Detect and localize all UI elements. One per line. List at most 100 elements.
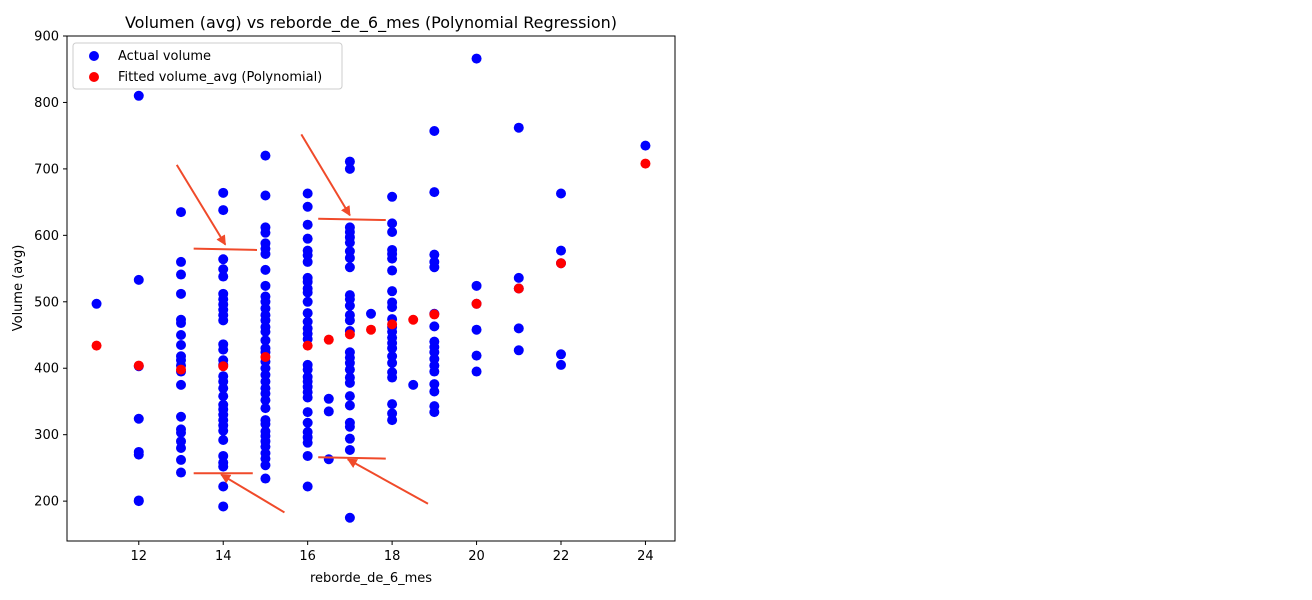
actual-point bbox=[344, 252, 355, 263]
actual-point bbox=[218, 254, 229, 265]
fitted-point bbox=[387, 319, 398, 330]
actual-point bbox=[387, 415, 398, 426]
actual-point bbox=[302, 417, 313, 428]
plot-frame bbox=[66, 35, 676, 542]
fitted-point bbox=[408, 314, 419, 325]
y-tick-label: 500 bbox=[34, 295, 59, 310]
fitted-point bbox=[429, 309, 440, 320]
actual-point bbox=[176, 467, 186, 478]
actual-point bbox=[556, 245, 566, 256]
fitted-point bbox=[133, 360, 144, 371]
actual-point bbox=[133, 449, 144, 460]
legend-label-actual: Actual volume bbox=[118, 49, 211, 64]
actual-point bbox=[387, 191, 398, 202]
actual-point bbox=[387, 265, 398, 276]
actual-point bbox=[323, 406, 334, 417]
actual-point bbox=[471, 366, 482, 377]
actual-point bbox=[218, 187, 229, 198]
annotation-arrow bbox=[175, 164, 227, 246]
actual-point bbox=[556, 349, 566, 360]
annotation-line bbox=[318, 456, 386, 460]
actual-point bbox=[513, 345, 524, 356]
actual-point bbox=[302, 450, 313, 461]
actual-point bbox=[260, 460, 271, 471]
actual-point bbox=[513, 323, 524, 334]
actual-point bbox=[176, 269, 186, 280]
actual-point bbox=[218, 425, 229, 436]
actual-point bbox=[429, 379, 440, 390]
chart-title: Volumen (avg) vs reborde_de_6_mes (Polyn… bbox=[125, 13, 617, 33]
actual-point bbox=[302, 308, 313, 319]
y-tick-label: 900 bbox=[34, 30, 59, 45]
actual-point bbox=[176, 427, 186, 438]
actual-point bbox=[471, 324, 482, 335]
legend: Actual volume Fitted volume_avg (Polynom… bbox=[72, 42, 343, 90]
y-tick-label: 400 bbox=[34, 362, 59, 377]
actual-point bbox=[387, 227, 398, 238]
actual-point bbox=[133, 413, 144, 424]
annotation-line bbox=[193, 247, 258, 251]
actual-point bbox=[260, 264, 271, 275]
actual-point bbox=[344, 377, 355, 388]
actual-point bbox=[176, 288, 186, 299]
actual-point bbox=[218, 271, 229, 282]
series-fitted-volume bbox=[91, 158, 651, 375]
annotation-arrow bbox=[220, 473, 285, 514]
legend-label-fitted: Fitted volume_avg (Polynomial) bbox=[118, 70, 322, 85]
y-tick-label: 200 bbox=[34, 495, 59, 510]
fitted-point bbox=[471, 298, 482, 309]
fitted-point bbox=[366, 324, 376, 335]
actual-point bbox=[260, 150, 271, 161]
actual-point bbox=[302, 392, 313, 403]
actual-point bbox=[471, 280, 482, 291]
actual-point bbox=[302, 256, 313, 267]
actual-point bbox=[260, 419, 271, 430]
legend-marker-fitted bbox=[89, 72, 99, 82]
annotation-line bbox=[318, 217, 386, 222]
actual-point bbox=[556, 359, 566, 370]
actual-point bbox=[218, 501, 229, 512]
actual-point bbox=[344, 421, 355, 432]
actual-point bbox=[260, 395, 271, 406]
actual-point bbox=[302, 481, 313, 492]
y-tick-label: 600 bbox=[34, 229, 59, 244]
fitted-point bbox=[556, 258, 566, 269]
x-tick-label: 20 bbox=[468, 549, 485, 564]
fitted-point bbox=[513, 283, 524, 294]
actual-point bbox=[176, 454, 186, 465]
actual-point bbox=[260, 403, 271, 414]
actual-point bbox=[429, 126, 440, 137]
actual-point bbox=[344, 156, 355, 167]
actual-point bbox=[429, 366, 440, 377]
x-tick-label: 12 bbox=[131, 549, 148, 564]
actual-point bbox=[387, 286, 398, 297]
actual-point bbox=[302, 219, 313, 230]
y-tick-label: 800 bbox=[34, 96, 59, 111]
y-tick-label: 300 bbox=[34, 428, 59, 443]
actual-point bbox=[366, 308, 376, 319]
actual-point bbox=[429, 249, 440, 260]
actual-point bbox=[429, 321, 440, 332]
fitted-point bbox=[260, 351, 271, 362]
actual-point bbox=[133, 274, 144, 285]
actual-point bbox=[218, 205, 229, 216]
actual-point bbox=[218, 344, 229, 355]
actual-point bbox=[387, 253, 398, 264]
actual-point bbox=[387, 399, 398, 410]
actual-point bbox=[218, 383, 229, 394]
actual-point bbox=[344, 444, 355, 455]
x-tick-label: 24 bbox=[637, 549, 654, 564]
fitted-point bbox=[323, 334, 334, 345]
actual-point bbox=[176, 411, 186, 422]
actual-point bbox=[91, 298, 102, 309]
actual-point bbox=[302, 188, 313, 199]
fitted-point bbox=[640, 158, 651, 169]
actual-point bbox=[344, 391, 355, 402]
y-axis: 200 300 400 500 600 700 800 900 bbox=[34, 30, 67, 510]
x-axis: 12 14 16 18 20 22 24 bbox=[131, 541, 654, 564]
y-axis-label: Volume (avg) bbox=[11, 245, 26, 332]
annotation-arrow bbox=[346, 458, 429, 505]
x-tick-label: 16 bbox=[299, 549, 316, 564]
actual-point bbox=[323, 454, 334, 465]
